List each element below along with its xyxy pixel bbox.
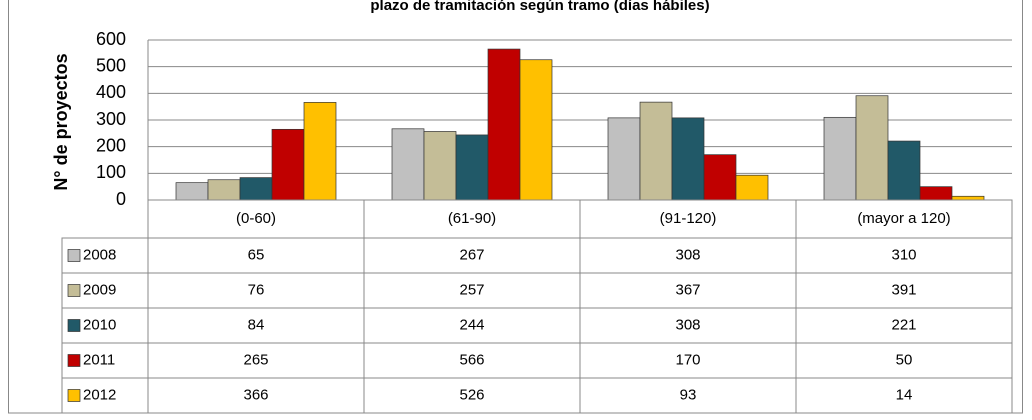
legend-swatch — [67, 319, 81, 332]
bar — [855, 95, 889, 201]
legend-swatch — [67, 389, 81, 402]
bar — [207, 179, 241, 201]
y-tick-label: 100 — [96, 162, 126, 182]
y-tick-label: 400 — [96, 82, 126, 102]
legend-label: 2008 — [83, 246, 116, 263]
table-value: 93 — [680, 386, 697, 403]
bar — [703, 154, 737, 201]
table-value: 366 — [243, 386, 268, 403]
y-tick-label: 200 — [96, 135, 126, 155]
legend-label: 2009 — [83, 281, 116, 298]
table-value: 257 — [459, 281, 484, 298]
table-value: 367 — [675, 281, 700, 298]
bar — [487, 48, 521, 201]
bar — [271, 128, 305, 201]
table-value: 170 — [675, 351, 700, 368]
legend-label: 2011 — [83, 351, 115, 368]
bar — [823, 116, 857, 201]
bar — [919, 186, 953, 201]
table-value: 84 — [248, 316, 265, 333]
table-value: 14 — [896, 386, 913, 403]
legend-label: 2010 — [83, 316, 116, 333]
y-tick-label: 600 — [96, 29, 126, 49]
bar — [175, 182, 209, 201]
legend-swatch — [67, 284, 81, 297]
table-value: 244 — [459, 316, 484, 333]
bar — [671, 117, 705, 201]
x-tick-label: (0-60) — [236, 210, 276, 227]
bar — [639, 101, 673, 201]
bar — [391, 128, 425, 201]
bar — [239, 177, 273, 201]
legend-swatch — [67, 249, 81, 262]
bar — [519, 59, 553, 201]
y-tick-label: 0 — [116, 189, 126, 209]
table-value: 566 — [459, 351, 484, 368]
table-value: 76 — [248, 281, 265, 298]
y-tick-label: 300 — [96, 109, 126, 129]
bar — [423, 131, 457, 201]
table-value: 526 — [459, 386, 484, 403]
table-value: 221 — [891, 316, 916, 333]
table-value: 391 — [891, 281, 916, 298]
y-axis-label: N° de proyectos — [51, 53, 71, 190]
table-value: 265 — [243, 351, 268, 368]
y-tick-label: 500 — [96, 55, 126, 75]
table-value: 308 — [675, 246, 700, 263]
bar — [455, 134, 489, 201]
bar — [887, 140, 921, 201]
bar — [951, 195, 985, 201]
x-tick-label: (61-90) — [448, 210, 496, 227]
chart-title: plazo de tramitación según tramo (días h… — [370, 0, 709, 14]
table-value: 308 — [675, 316, 700, 333]
bar — [607, 117, 641, 201]
x-tick-label: (91-120) — [660, 210, 717, 227]
legend-label: 2012 — [83, 386, 116, 403]
bar — [735, 174, 769, 201]
bar — [303, 102, 337, 201]
table-value: 65 — [248, 246, 265, 263]
table-value: 310 — [891, 246, 916, 263]
table-value: 267 — [459, 246, 484, 263]
legend-swatch — [67, 354, 81, 367]
x-tick-label: (mayor a 120) — [857, 210, 950, 227]
table-value: 50 — [896, 351, 913, 368]
